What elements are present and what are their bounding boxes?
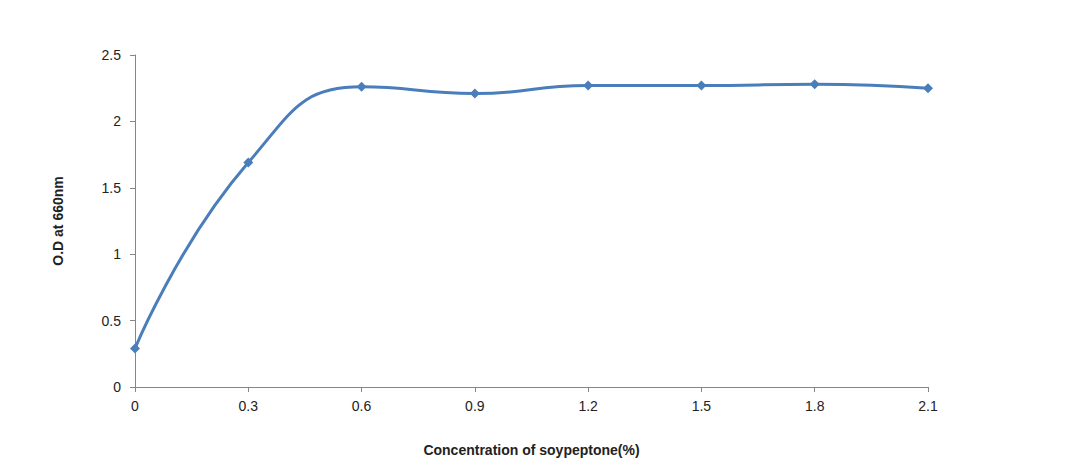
svg-text:2.1: 2.1 [918,398,938,414]
svg-text:1.2: 1.2 [578,398,598,414]
svg-text:0: 0 [113,379,121,395]
svg-text:0.6: 0.6 [352,398,372,414]
svg-text:0.5: 0.5 [102,313,122,329]
svg-text:Concentration of soypeptone(%): Concentration of soypeptone(%) [423,442,639,458]
svg-text:1.5: 1.5 [102,180,122,196]
svg-text:1.5: 1.5 [692,398,712,414]
svg-text:0: 0 [131,398,139,414]
svg-text:0.9: 0.9 [465,398,485,414]
svg-text:1: 1 [113,246,121,262]
svg-text:0.3: 0.3 [239,398,259,414]
svg-text:2: 2 [113,113,121,129]
svg-text:O.D at 660nm: O.D at 660nm [50,176,66,265]
svg-text:2.5: 2.5 [102,47,122,63]
svg-text:1.8: 1.8 [805,398,825,414]
